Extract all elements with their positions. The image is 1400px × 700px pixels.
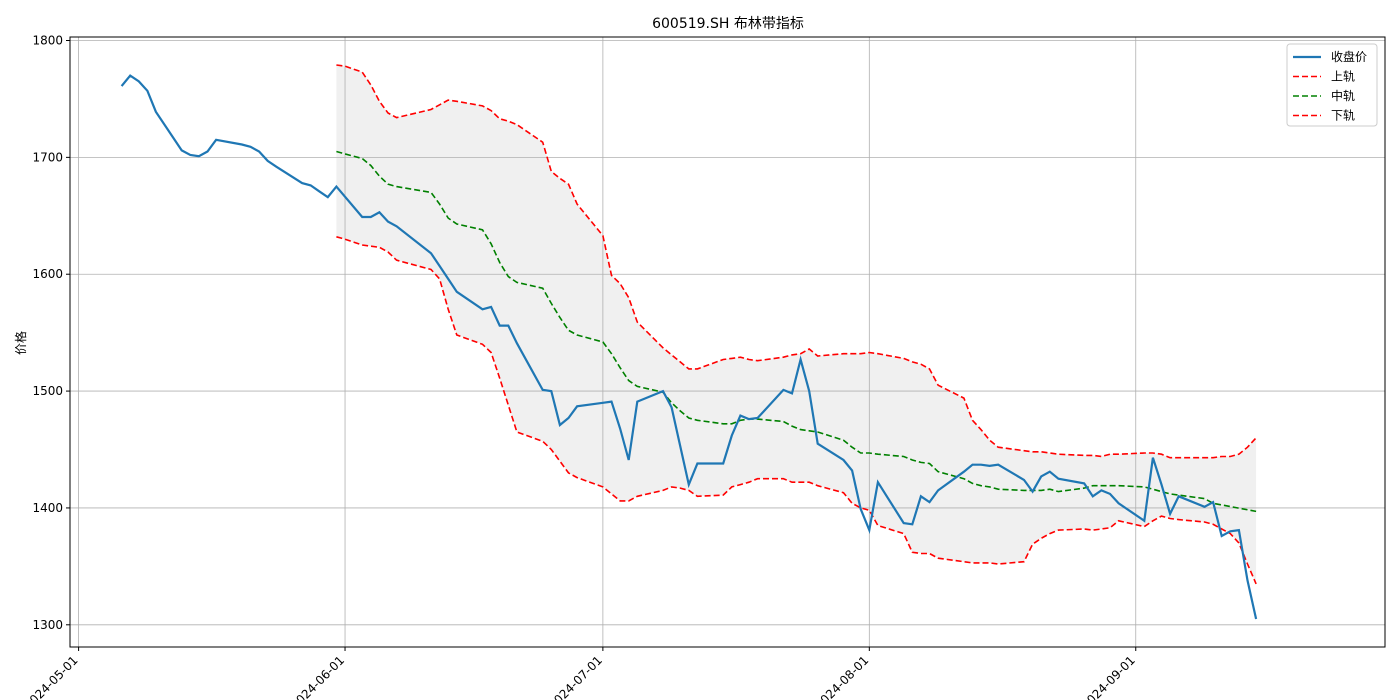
y-tick-label: 1500 xyxy=(32,384,63,398)
x-tick-label: 2024-08-01 xyxy=(812,653,871,700)
legend-label-1: 上轨 xyxy=(1331,70,1355,84)
y-tick-label: 1700 xyxy=(32,150,63,164)
y-tick-label: 1600 xyxy=(32,267,63,281)
series-line-3 xyxy=(336,236,1257,585)
series-line-0 xyxy=(120,74,1258,620)
x-tick-label: 2024-07-01 xyxy=(546,653,605,700)
legend-box xyxy=(1286,43,1378,127)
x-tick-label: 2024-09-01 xyxy=(1079,653,1138,700)
x-tick-label: 2024-06-01 xyxy=(288,653,347,700)
y-tick-label: 1800 xyxy=(32,34,63,48)
legend-label-3: 下轨 xyxy=(1331,109,1355,123)
series-line-2 xyxy=(336,150,1257,513)
plot-area: 1300 1400 1500 1600 1700 1800 2024-05-01 2024-0… xyxy=(21,34,1386,700)
x-tick-label: 2024-05-01 xyxy=(21,653,80,700)
plot-frame xyxy=(69,36,1386,648)
y-axis-label: 价格 xyxy=(13,331,28,355)
bollinger-band-fill xyxy=(336,65,1257,584)
y-tick-label: 1300 xyxy=(32,618,63,632)
y-tick-label: 1400 xyxy=(32,501,63,515)
legend-label-2: 中轨 xyxy=(1331,88,1355,103)
legend-label-0: 收盘价 xyxy=(1331,49,1367,64)
series-line-1 xyxy=(336,64,1257,459)
chart-title: 600519.SH 布林带指标 xyxy=(652,16,804,32)
